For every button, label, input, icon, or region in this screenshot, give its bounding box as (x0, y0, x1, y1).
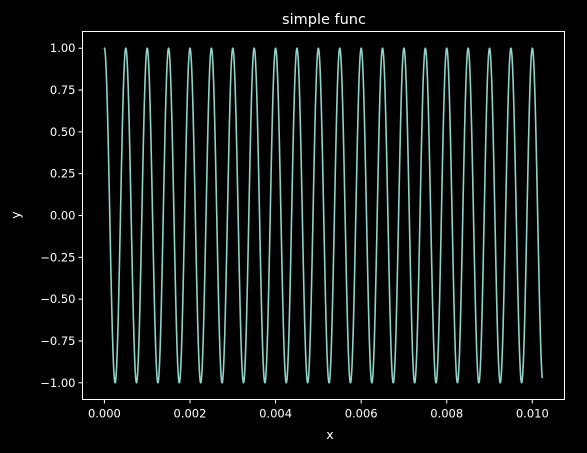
x-tick-label: 0.006 (345, 407, 378, 421)
y-tick-label: −0.50 (40, 292, 75, 306)
y-tick-label: 0.50 (50, 125, 76, 139)
x-tick-label: 0.008 (430, 407, 463, 421)
y-tick-label: 0.25 (50, 167, 76, 181)
y-tick-label: 0.75 (50, 83, 76, 97)
y-tick-label: 1.00 (50, 41, 76, 55)
y-axis-ticks: 1.00 0.75 0.50 0.25 0.00 −0.25 −0.50 −0.75 −1.00 (40, 41, 83, 390)
x-tick-label: 0.002 (174, 407, 207, 421)
x-tick-label: 0.000 (88, 407, 121, 421)
y-tick-label: 0.00 (50, 209, 76, 223)
x-axis-label: x (326, 427, 333, 442)
plot-area: 0.000 0.002 0.004 0.006 0.008 0.010 1.00 0.75 0… (40, 31, 565, 421)
y-tick-label: −0.75 (40, 334, 75, 348)
y-axis-label: y (8, 211, 23, 219)
y-tick-label: −0.25 (40, 250, 75, 264)
x-axis-ticks: 0.000 0.002 0.004 0.006 0.008 0.010 (88, 399, 549, 421)
y-tick-label: −1.00 (40, 376, 75, 390)
x-tick-label: 0.004 (259, 407, 292, 421)
x-tick-label: 0.010 (516, 407, 549, 421)
series-line-cosine (103, 47, 543, 384)
chart-title: simple func (282, 12, 366, 28)
